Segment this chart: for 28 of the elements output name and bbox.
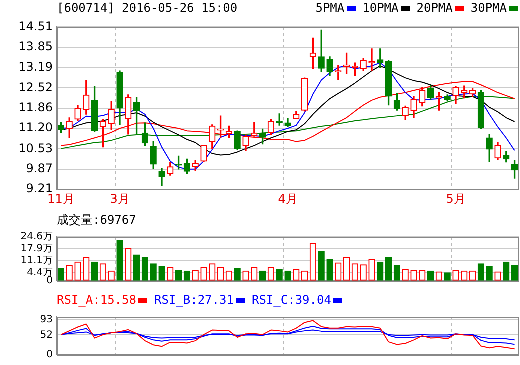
y-tick-label: 9.87: [26, 162, 53, 176]
legend-label: RSI_A:15.58: [57, 293, 136, 307]
y-tick-label: 0: [46, 350, 53, 361]
legend-label: 5PMA: [316, 1, 345, 15]
y-tick-label: 11.20: [18, 120, 53, 135]
x-tick-label: 11月: [48, 192, 75, 206]
y-tick-label: 13.85: [18, 40, 53, 54]
y-tick-label: 10.53: [18, 141, 53, 156]
y-tick-label: 24.6万: [20, 232, 53, 243]
y-tick-label: 0: [46, 276, 53, 287]
y-tick-label: 12.52: [18, 80, 53, 94]
legend-label: 20PMA: [416, 1, 453, 15]
chart-title: 成交量:69767: [57, 212, 136, 229]
x-tick-label: 3月: [110, 192, 130, 206]
y-tick-label: 11.86: [18, 100, 53, 115]
legend-label: RSI_B:27.31: [154, 293, 234, 307]
y-tick-label: 11.1万: [20, 256, 53, 267]
x-tick-label: 4月: [278, 192, 298, 206]
y-tick-label: 52: [40, 330, 53, 341]
y-tick-label: 17.9万: [20, 244, 53, 255]
legend-label: RSI_C:39.04: [252, 293, 332, 307]
y-tick-label: 14.51: [18, 19, 53, 34]
y-tick-label: 13.19: [18, 60, 53, 74]
y-tick-label: 93: [40, 314, 53, 326]
chart-title: [600714] 2016-05-26 15:00: [57, 1, 238, 15]
x-tick-label: 5月: [446, 192, 466, 206]
legend-label: 30PMA: [470, 1, 507, 15]
legend-label: 10PMA: [362, 1, 399, 15]
